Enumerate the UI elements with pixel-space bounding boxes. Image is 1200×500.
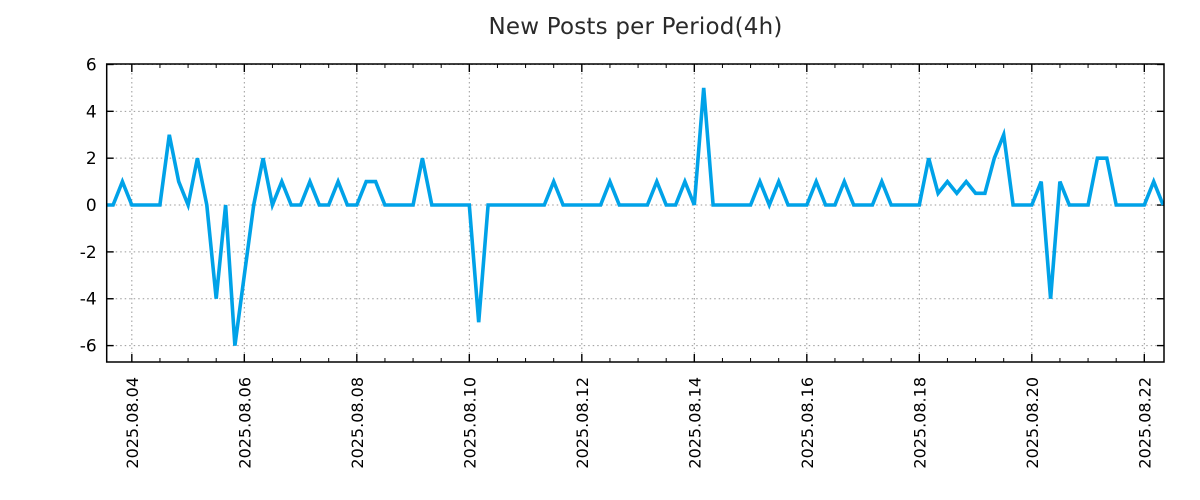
y-tick-label: -2	[80, 243, 97, 263]
y-tick-label: 4	[86, 102, 97, 122]
x-tick-label: 2025.08.14	[685, 377, 704, 469]
y-tick-label: -6	[80, 337, 97, 357]
x-tick-label: 2025.08.06	[235, 377, 254, 469]
y-tick-label: 6	[86, 55, 97, 75]
x-tick-label: 2025.08.10	[460, 377, 479, 469]
x-tick-label: 2025.08.20	[1023, 377, 1042, 469]
x-tick-label: 2025.08.04	[123, 377, 142, 469]
x-tick-label: 2025.08.16	[798, 377, 817, 469]
x-tick-label: 2025.08.22	[1135, 377, 1154, 469]
x-tick-label: 2025.08.18	[910, 377, 929, 469]
x-tick-label: 2025.08.12	[573, 377, 592, 469]
y-tick-label: 0	[86, 196, 97, 216]
plot-border	[105, 63, 1165, 363]
x-tick-label: 2025.08.08	[348, 377, 367, 469]
y-tick-label: -4	[80, 290, 97, 310]
y-tick-label: 2	[86, 149, 97, 169]
data-series-line	[106, 87, 1165, 346]
chart-title: New Posts per Period(4h)	[488, 14, 783, 40]
